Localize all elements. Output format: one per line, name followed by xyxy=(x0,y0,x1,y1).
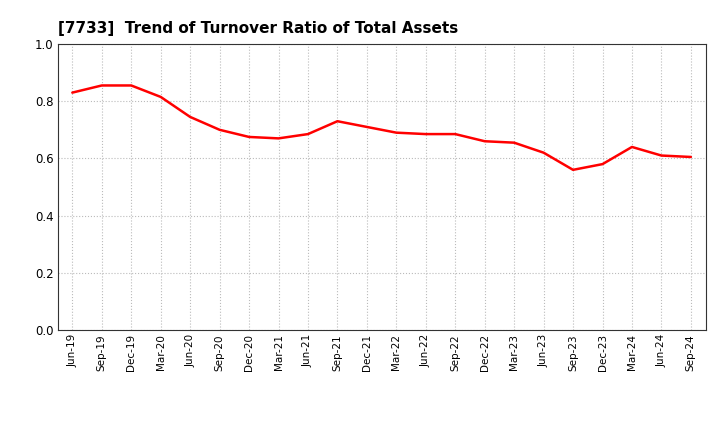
Text: [7733]  Trend of Turnover Ratio of Total Assets: [7733] Trend of Turnover Ratio of Total … xyxy=(58,21,458,36)
